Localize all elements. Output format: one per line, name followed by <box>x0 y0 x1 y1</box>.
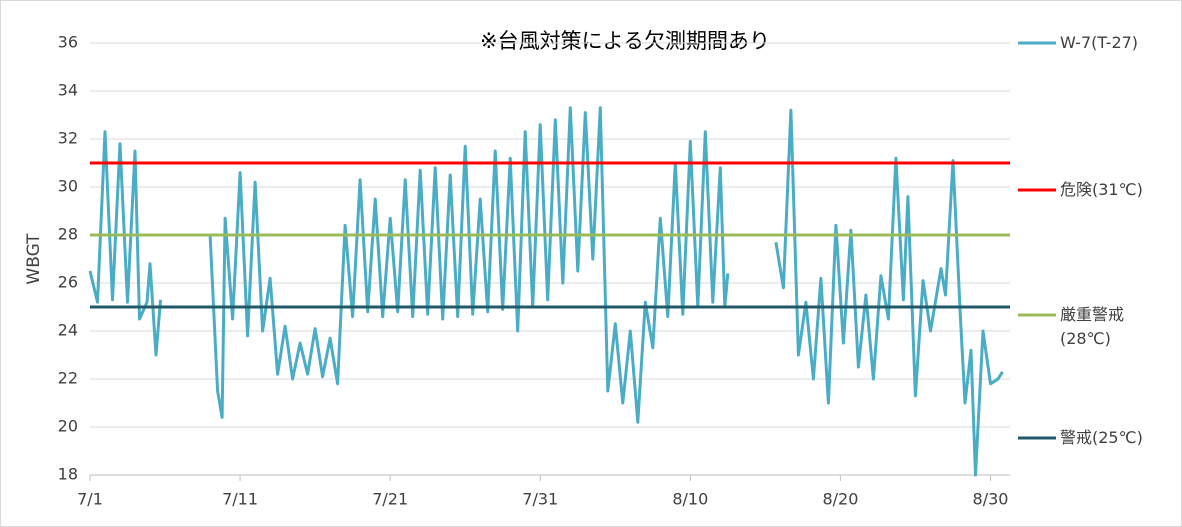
chart-title: ※台風対策による欠測期間あり <box>480 29 770 53</box>
data-line <box>88 106 1004 477</box>
x-tick-label: 8/20 <box>822 490 858 509</box>
y-tick-label: 26 <box>58 273 78 292</box>
y-tick-label: 18 <box>58 465 78 484</box>
y-tick-label: 30 <box>58 177 78 196</box>
x-tick-label: 8/30 <box>973 490 1009 509</box>
y-tick-label: 36 <box>58 33 78 52</box>
y-tick-label: 34 <box>58 81 78 100</box>
y-tick-label: 28 <box>58 225 78 244</box>
legend-label: W-7(T-27) <box>1060 33 1139 52</box>
x-tick-label: 8/10 <box>672 490 708 509</box>
x-tick-label: 7/31 <box>522 490 558 509</box>
x-tick-label: 7/11 <box>222 490 258 509</box>
y-tick-label: 22 <box>58 369 78 388</box>
y-tick-label: 20 <box>58 417 78 436</box>
y-tick-label: 24 <box>58 321 78 340</box>
legend-label: 危険(31℃) <box>1060 180 1143 199</box>
y-axis-label: WBGT <box>24 233 44 285</box>
legend-label: 警戒(25℃) <box>1060 428 1143 447</box>
x-tick-label: 7/21 <box>372 490 408 509</box>
x-tick-label: 7/1 <box>77 490 103 509</box>
y-tick-label: 32 <box>58 129 78 148</box>
legend-label: 厳重警戒(28℃) <box>1060 305 1125 348</box>
